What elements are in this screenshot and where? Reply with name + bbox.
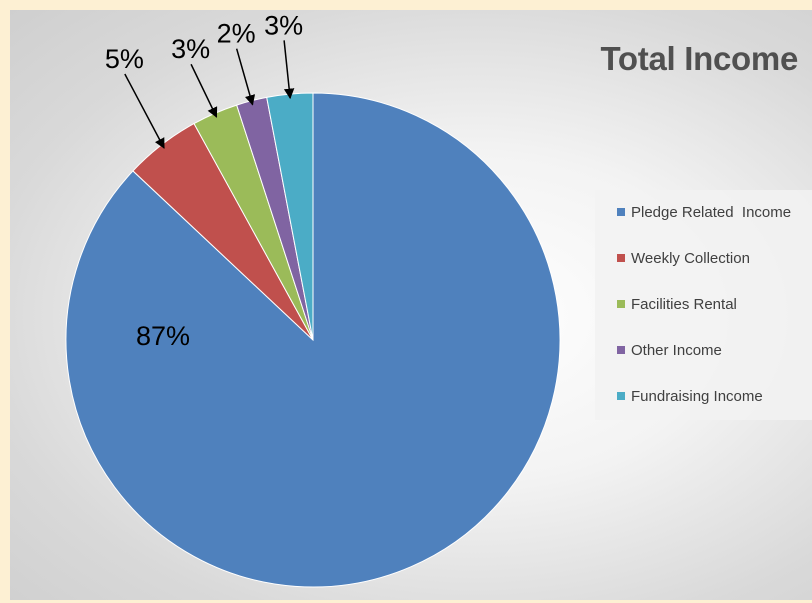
data-label-2: 3% xyxy=(171,34,210,64)
legend-label-3: Other Income xyxy=(631,341,722,359)
legend: Pledge Related Income Weekly Collection Fa… xyxy=(595,190,812,420)
legend-label-1: Weekly Collection xyxy=(631,249,750,267)
data-label-3: 2% xyxy=(217,19,256,49)
legend-swatch-4 xyxy=(617,392,625,400)
legend-item-1: Weekly Collection xyxy=(617,248,750,268)
legend-item-4: Fundraising Income xyxy=(617,386,763,406)
legend-swatch-2 xyxy=(617,300,625,308)
legend-label-0: Pledge Related Income xyxy=(631,203,792,221)
data-label-4: 3% xyxy=(264,10,303,40)
legend-swatch-1 xyxy=(617,254,625,262)
legend-label-4: Fundraising Income xyxy=(631,387,763,405)
chart-title: Total Income xyxy=(600,40,799,77)
callout-arrow-2 xyxy=(190,63,218,118)
data-label-0: 87% xyxy=(136,321,190,351)
legend-item-3: Other Income xyxy=(617,340,722,360)
legend-item-0: Pledge Related Income xyxy=(617,202,791,222)
callout-arrow-4 xyxy=(283,40,295,100)
data-label-1: 5% xyxy=(105,44,144,74)
legend-swatch-0 xyxy=(617,208,625,216)
callout-arrow-1 xyxy=(124,73,165,149)
legend-swatch-3 xyxy=(617,346,625,354)
legend-label-2: Facilities Rental xyxy=(631,295,737,313)
legend-item-2: Facilities Rental xyxy=(617,294,737,314)
callout-arrow-3 xyxy=(235,48,256,106)
